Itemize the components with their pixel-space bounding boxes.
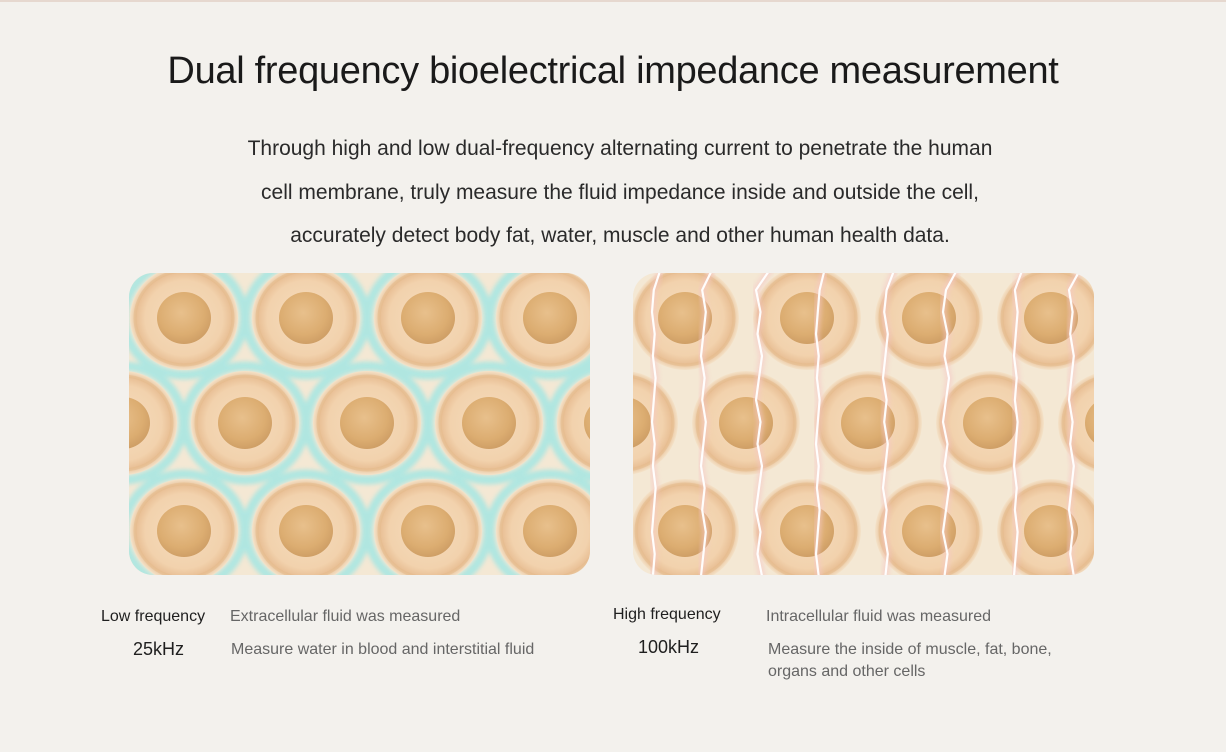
current-line	[814, 273, 825, 575]
high-frequency-label: High frequency	[613, 606, 721, 623]
current-lines	[648, 273, 1083, 575]
cell-membrane	[377, 482, 479, 575]
description: Through high and low dual-frequency alte…	[120, 127, 1120, 258]
cell-nucleus	[157, 505, 211, 557]
cell-nucleus	[584, 406, 590, 440]
extracellular-cells-illustration	[129, 273, 590, 575]
current-line	[881, 273, 895, 575]
cell-membrane	[133, 482, 235, 575]
cell-nucleus	[157, 292, 211, 344]
cell-membrane	[255, 482, 357, 575]
current-line	[1012, 273, 1023, 575]
cell-membrane	[878, 482, 980, 575]
cell-nucleus	[963, 397, 1017, 449]
current-line	[699, 273, 712, 575]
low-frequency-measured: Extracellular fluid was measured	[230, 608, 461, 625]
cell-membrane	[377, 273, 479, 367]
fluid-ring	[546, 364, 590, 482]
cell-membrane	[1000, 273, 1094, 367]
cell-nucleus	[658, 505, 712, 557]
extracellular-fluid	[129, 273, 590, 575]
cell-nucleus	[719, 397, 773, 449]
cell-membrane	[633, 375, 675, 471]
cell-membrane	[194, 374, 296, 472]
current-line	[754, 273, 769, 575]
cell-membrane	[499, 482, 590, 575]
description-line-1: Through high and low dual-frequency alte…	[247, 137, 993, 160]
intracellular-cells-illustration	[633, 273, 1094, 575]
low-frequency-cell-image	[129, 273, 590, 575]
cell-membrane	[560, 378, 590, 468]
current-line	[1067, 273, 1080, 575]
cell-nucleus	[462, 397, 516, 449]
cell-nucleus	[401, 292, 455, 344]
cell-nucleus	[780, 292, 834, 344]
cell-membrane	[133, 273, 235, 367]
cell-nucleus	[523, 292, 577, 344]
cell-membrane	[634, 482, 736, 575]
low-frequency-value: 25kHz	[133, 639, 185, 659]
fluid-ring	[485, 469, 590, 575]
cell-nucleus	[129, 397, 150, 449]
cell-nucleus	[633, 398, 651, 448]
cell-nucleus	[401, 505, 455, 557]
cell-membrane	[634, 273, 736, 367]
fluid-ring	[485, 273, 590, 380]
cell-membrane	[438, 374, 540, 472]
cell-nucleus	[523, 505, 577, 557]
cell-nucleus	[279, 292, 333, 344]
cell-membrane	[1000, 482, 1094, 575]
cell-nucleus	[279, 505, 333, 557]
cell	[557, 375, 590, 471]
cell-nucleus	[658, 292, 712, 344]
cell-membrane	[695, 374, 797, 472]
high-frequency-value: 100kHz	[638, 637, 700, 657]
cell-group	[129, 273, 590, 575]
cell-membrane	[878, 273, 980, 367]
low-frequency-label: Low frequency	[101, 608, 206, 625]
cell-nucleus	[218, 397, 272, 449]
page-title: Dual frequency bioelectrical impedance m…	[167, 50, 1059, 92]
cell-nucleus	[1024, 292, 1078, 344]
current-line	[941, 273, 957, 575]
cell-membrane	[499, 273, 590, 367]
cell-nucleus	[1024, 505, 1078, 557]
cell-membrane	[129, 374, 174, 472]
cell-membrane	[1061, 377, 1094, 469]
high-frequency-cell-image	[633, 273, 1094, 575]
high-frequency-detail-1: Measure the inside of muscle, fat, bone,	[768, 641, 1052, 658]
current-line	[650, 273, 661, 575]
top-divider	[0, 0, 1226, 2]
cell-nucleus	[340, 397, 394, 449]
cell-nucleus	[841, 397, 895, 449]
low-frequency-detail: Measure water in blood and interstitial …	[231, 641, 535, 658]
description-line-3: accurately detect body fat, water, muscl…	[290, 224, 950, 247]
high-frequency-measured: Intracellular fluid was measured	[766, 608, 991, 625]
description-line-2: cell membrane, truly measure the fluid i…	[261, 180, 979, 204]
cell-nucleus	[1085, 403, 1094, 443]
cell-membrane	[316, 374, 418, 472]
cell-nucleus	[780, 505, 834, 557]
cell-membrane	[255, 273, 357, 367]
high-frequency-detail-2: organs and other cells	[768, 663, 926, 680]
